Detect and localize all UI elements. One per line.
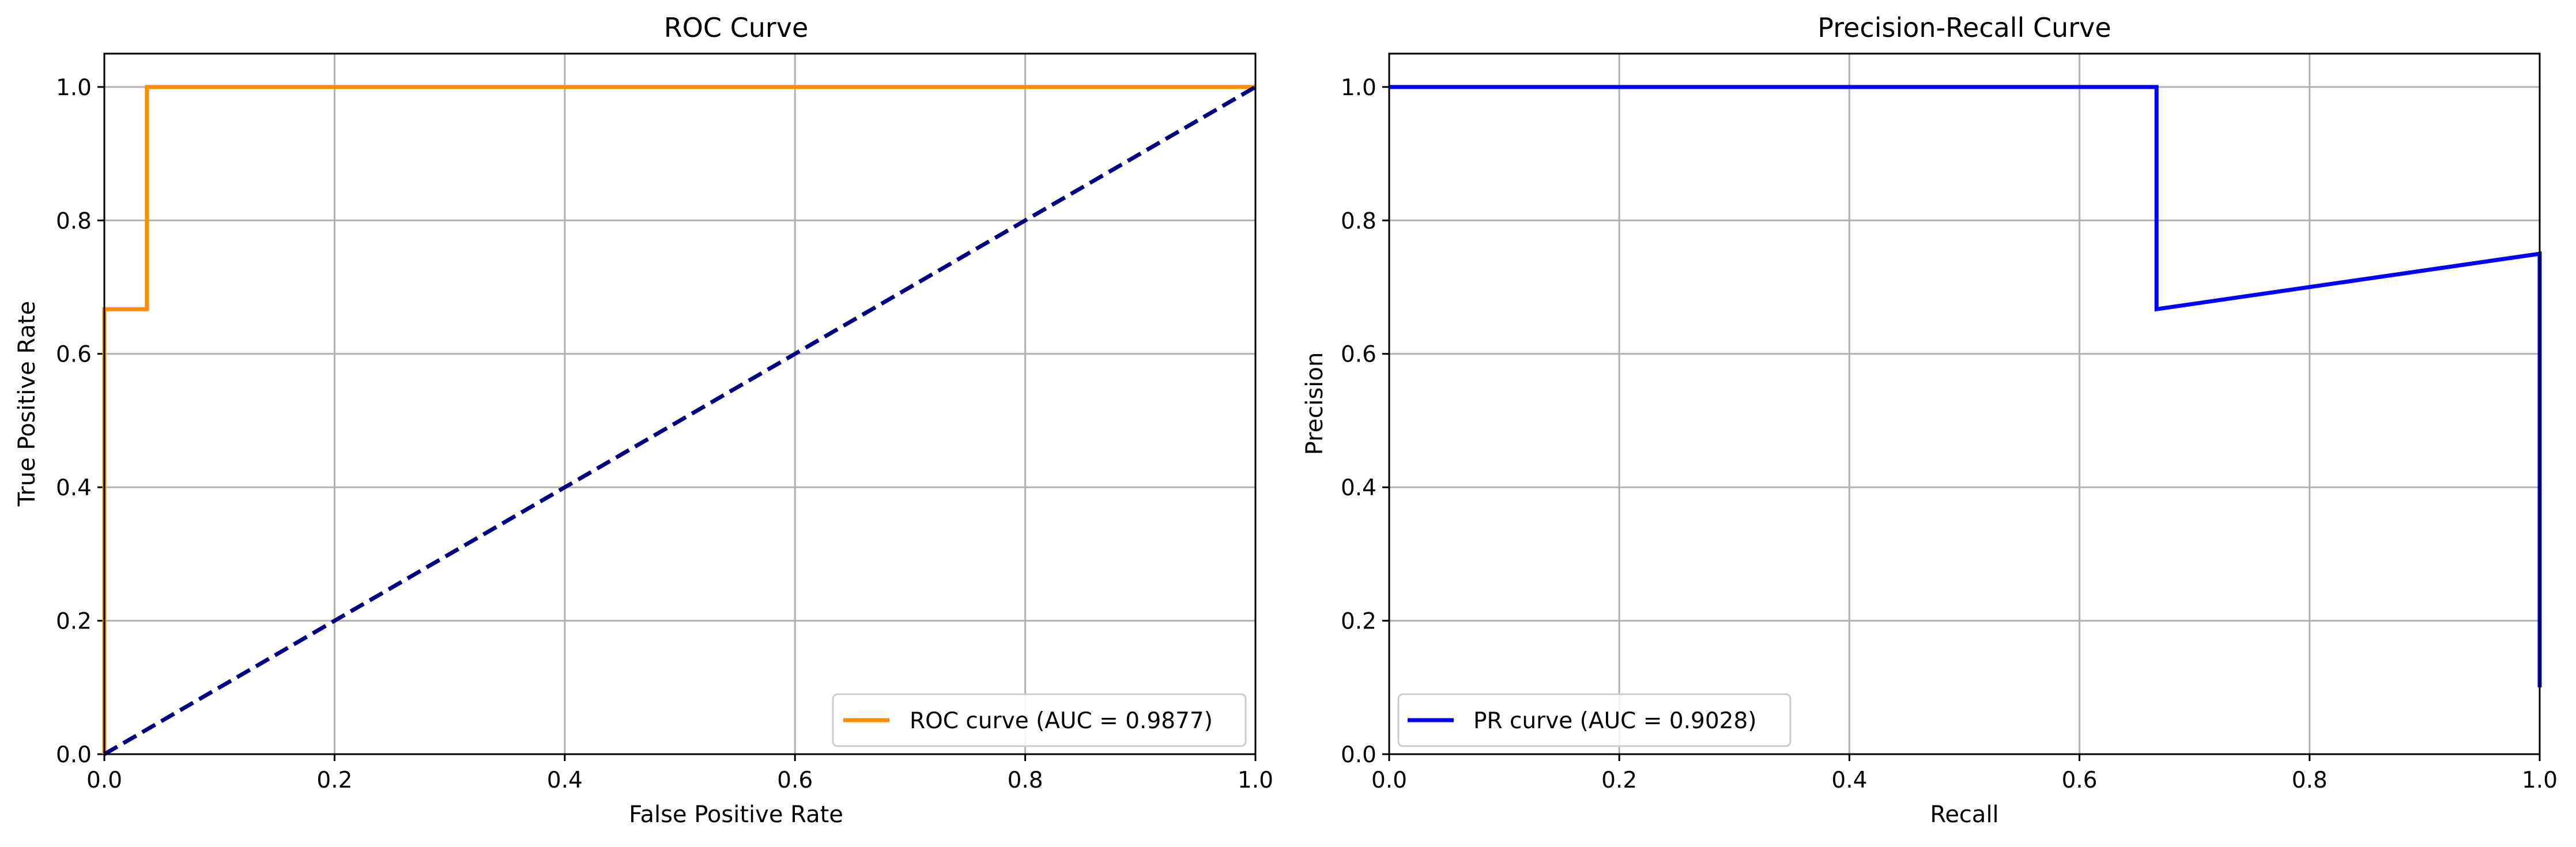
roc-axes-frame [103, 52, 1257, 755]
pr-axes-frame [1388, 52, 2541, 755]
roc-plot: 0.0 0.2 0.4 0.6 0.8 1.0 0.0 0.2 0.4 0.6 0.8 1.0 [56, 52, 1273, 793]
roc-legend-box [832, 693, 1247, 747]
roc-y-tick-label-3: 0.6 [56, 342, 92, 368]
roc-series-1 [103, 85, 1257, 756]
roc-x-tick-label-5: 1.0 [1238, 767, 1273, 793]
pr-title: Precision-Recall Curve [1817, 12, 2111, 43]
roc-x-axis-label: False Positive Rate [629, 801, 843, 828]
pr-x-axis-label: Recall [1930, 801, 1998, 828]
pr-y-tick-label-3: 0.6 [1341, 342, 1376, 368]
roc-x-tick-label-1: 0.2 [316, 767, 352, 793]
roc-panel: ROC Curve 0.0 0.2 0.4 0.6 0.8 1.0 0.0 0.2 0.4 0.6… [14, 12, 1273, 828]
pr-x-tick-label-5: 1.0 [2522, 767, 2558, 793]
pr-y-tick-label-0: 0.0 [1341, 742, 1376, 768]
pr-legend-label: PR curve (AUC = 0.9028) [1473, 708, 1757, 734]
roc-y-tick-label-0: 0.0 [56, 742, 92, 768]
roc-y-axis-label: True Positive Rate [14, 301, 40, 507]
pr-x-tick-label-1: 0.2 [1601, 767, 1637, 793]
roc-x-tick-label-2: 0.4 [547, 767, 583, 793]
pr-y-tick-label-5: 1.0 [1341, 75, 1376, 101]
pr-plot: 0.0 0.2 0.4 0.6 0.8 1.0 0.0 0.2 0.4 0.6 0.8 1.0 [1341, 52, 2558, 793]
roc-title: ROC Curve [664, 12, 809, 43]
roc-y-tick-label-1: 0.2 [56, 609, 92, 635]
pr-x-tick-label-3: 0.6 [2062, 767, 2098, 793]
pr-x-tick-label-4: 0.8 [2292, 767, 2328, 793]
roc-y-tick-label-5: 1.0 [56, 75, 92, 101]
roc-legend-label: ROC curve (AUC = 0.9877) [910, 708, 1213, 734]
roc-y-tick-label-2: 0.4 [56, 475, 92, 501]
pr-y-axis-label: Precision [1302, 352, 1328, 455]
roc-x-tick-label-4: 0.8 [1008, 767, 1043, 793]
roc-x-tick-label-3: 0.6 [777, 767, 813, 793]
pr-y-tick-label-4: 0.8 [1341, 208, 1376, 234]
pr-legend: PR curve (AUC = 0.9028) [1397, 693, 1791, 747]
roc-legend: ROC curve (AUC = 0.9877) [832, 693, 1247, 747]
roc-y-tick-label-4: 0.8 [56, 208, 92, 234]
pr-x-tick-label-2: 0.4 [1831, 767, 1867, 793]
pr-y-tick-label-2: 0.4 [1341, 475, 1376, 501]
pr-x-tick-label-0: 0.0 [1371, 767, 1407, 793]
pr-series-0 [1389, 85, 2542, 688]
pr-panel: Precision-Recall Curve 0.0 0.2 0.4 0.6 0.8 1.… [1302, 12, 2558, 828]
roc-x-tick-label-0: 0.0 [86, 767, 122, 793]
pr-y-tick-label-1: 0.2 [1341, 609, 1376, 635]
pr-legend-box [1397, 693, 1791, 747]
